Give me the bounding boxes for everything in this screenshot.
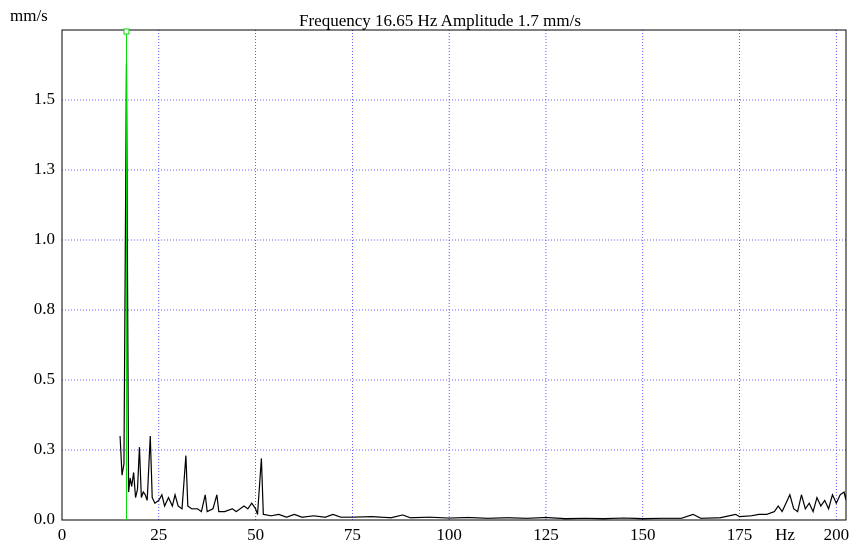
- x-tick-label: 0: [58, 525, 67, 544]
- x-tick-label: 25: [150, 525, 167, 544]
- x-tick-label: 125: [533, 525, 559, 544]
- x-tick-label: 175: [727, 525, 753, 544]
- x-tick-label: 150: [630, 525, 656, 544]
- y-tick-label: 0.5: [34, 369, 55, 388]
- chart-title: Frequency 16.65 Hz Amplitude 1.7 mm/s: [299, 11, 581, 30]
- x-axis-label: Hz: [775, 525, 795, 544]
- y-tick-label: 1.5: [34, 89, 55, 108]
- cursor-handle: [123, 28, 130, 35]
- y-tick-label: 1.0: [34, 229, 55, 248]
- y-tick-label: 1.3: [34, 159, 55, 178]
- x-tick-label: 75: [344, 525, 361, 544]
- x-tick-label: 100: [436, 525, 462, 544]
- y-tick-label: 0.3: [34, 439, 55, 458]
- spectrum-line: [119, 63, 847, 520]
- plot-frame: [61, 29, 847, 521]
- x-tick-label: 200: [824, 525, 850, 544]
- y-tick-label: 0.8: [34, 299, 55, 318]
- y-axis-label: mm/s: [10, 6, 48, 25]
- y-tick-label: 0.0: [34, 509, 55, 528]
- x-tick-label: 50: [247, 525, 264, 544]
